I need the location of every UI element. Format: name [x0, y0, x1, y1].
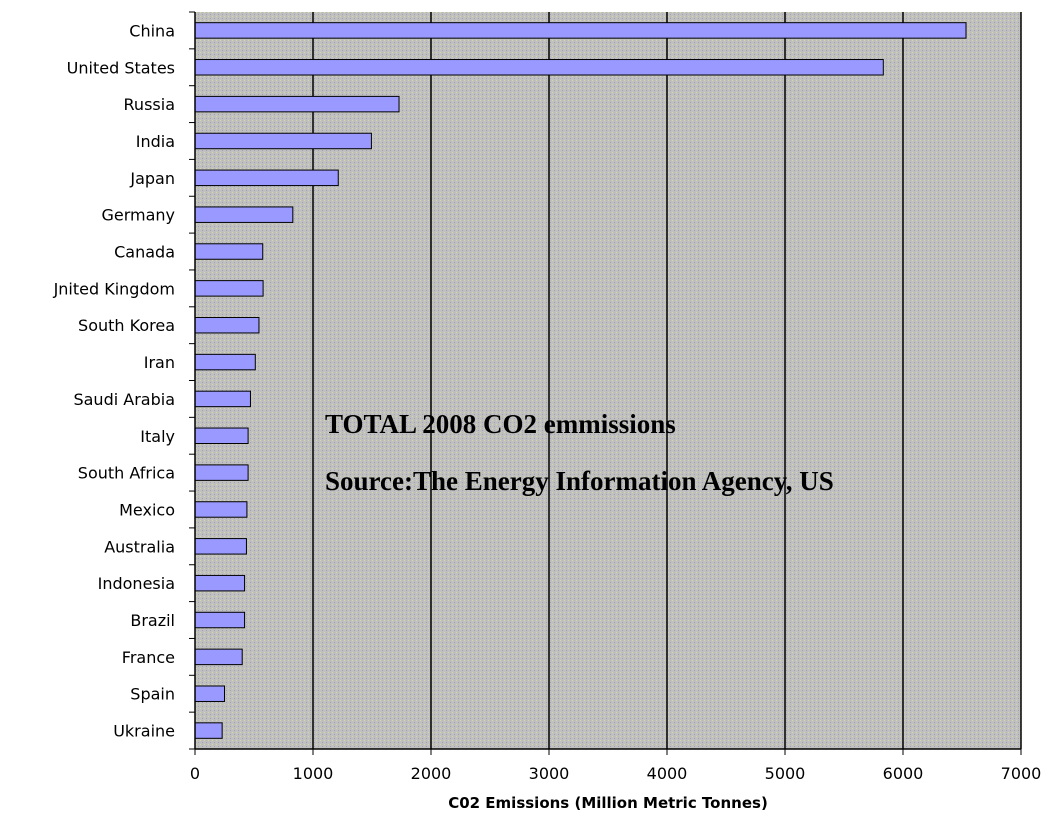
category-label: Mexico [119, 500, 175, 519]
category-label: Germany [101, 206, 175, 225]
category-label: Australia [104, 537, 175, 556]
x-tick-label: 6000 [883, 764, 924, 783]
bar [194, 316, 260, 334]
category-label: China [129, 21, 175, 40]
gridlines [312, 12, 1022, 749]
bar [194, 353, 256, 371]
x-tick-label: 5000 [765, 764, 806, 783]
bar [194, 648, 243, 666]
x-tick-label: 3000 [529, 764, 570, 783]
annotation-title: TOTAL 2008 CO2 emmissions [325, 409, 676, 439]
category-label: Ukraine [113, 722, 175, 741]
bar [194, 206, 294, 223]
annotation-source: Source:The Energy Information Agency, US [325, 466, 834, 496]
category-label: Iran [144, 353, 175, 372]
plot-area [195, 12, 1021, 749]
category-label: India [136, 132, 175, 151]
category-label: United States [67, 58, 175, 77]
category-label: Italy [140, 427, 175, 446]
bar [194, 169, 339, 187]
category-labels: China United States Russia India Japan German… [53, 21, 175, 740]
x-tick-label: 7000 [1001, 764, 1042, 783]
bar [194, 22, 967, 39]
category-label: Indonesia [98, 574, 175, 593]
bar [194, 501, 248, 518]
bar [194, 464, 249, 481]
x-axis-title: C02 Emissions (Million Metric Tonnes) [448, 794, 768, 812]
bar [194, 685, 225, 702]
bar [194, 59, 884, 76]
bar [194, 427, 249, 445]
category-label: South Korea [78, 316, 175, 335]
bar [194, 243, 264, 260]
bar [194, 95, 400, 113]
bar [194, 611, 246, 629]
bar [194, 132, 372, 150]
bar [194, 538, 247, 555]
x-tick-label: 2000 [411, 764, 452, 783]
category-label: France [122, 648, 175, 667]
category-label: Spain [130, 685, 175, 704]
axes [189, 11, 1022, 755]
bar [194, 574, 246, 592]
x-tick-label: 4000 [647, 764, 688, 783]
x-tick-label: 1000 [293, 764, 334, 783]
category-label: Brazil [130, 611, 175, 630]
category-label: Canada [114, 243, 175, 262]
category-label: Saudi Arabia [73, 390, 175, 409]
category-label: Jnited Kingdom [53, 279, 175, 298]
bars [194, 22, 967, 739]
bar [194, 280, 264, 297]
bar [194, 722, 223, 739]
bar [194, 390, 251, 408]
x-tick-label: 0 [190, 764, 200, 783]
x-tick-labels: 0 1000 2000 3000 4000 5000 6000 7000 [190, 764, 1041, 783]
category-label: Russia [124, 95, 175, 114]
category-label: South Africa [78, 464, 175, 483]
category-label: Japan [129, 169, 175, 188]
